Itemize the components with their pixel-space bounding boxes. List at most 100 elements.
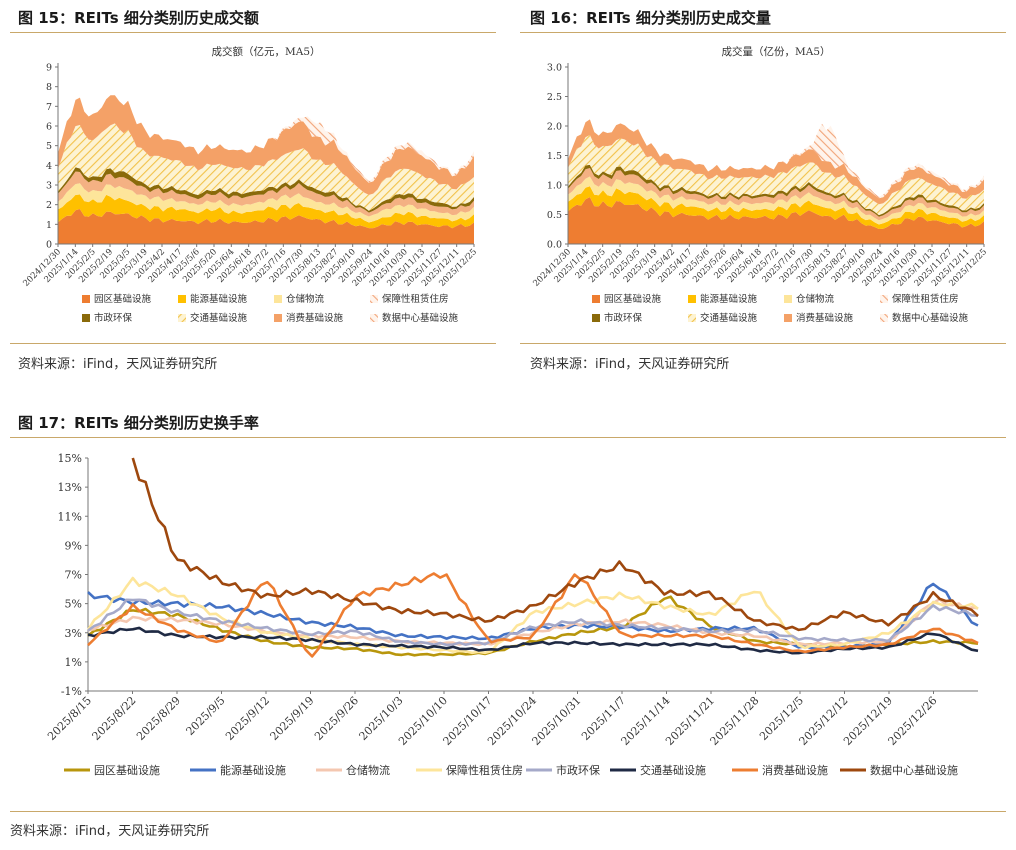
fig15-legend-label-7: 数据中心基础设施 bbox=[382, 312, 459, 324]
fig17-legend-label-3: 保障性租赁住房 bbox=[446, 763, 523, 777]
fig17-legend-label-6: 消费基础设施 bbox=[762, 763, 828, 777]
fig15-legend-label-5: 交通基础设施 bbox=[190, 312, 248, 324]
fig17-ytick-label-2: 3% bbox=[65, 627, 82, 640]
fig16-legend-swatch-4 bbox=[592, 314, 600, 322]
fig16-ytick-label-5: 2.5 bbox=[547, 92, 562, 103]
fig16-area-0 bbox=[568, 197, 984, 244]
fig15-area-6 bbox=[58, 95, 474, 195]
fig17-line-4 bbox=[87, 598, 979, 647]
fig17-bottom-rule bbox=[10, 811, 1006, 812]
fig15-legend-label-1: 能源基础设施 bbox=[190, 293, 248, 305]
fig15-ytick-label-6: 6 bbox=[46, 122, 52, 133]
fig16-top-rule bbox=[520, 32, 1006, 33]
fig15-legend-label-6: 消费基础设施 bbox=[286, 312, 344, 324]
fig17-legend-label-7: 数据中心基础设施 bbox=[870, 763, 958, 777]
fig17-source: 资料来源：iFind，天风证券研究所 bbox=[10, 824, 210, 839]
fig17-ytick-label-7: 13% bbox=[58, 481, 82, 494]
fig15-area-5 bbox=[58, 123, 474, 211]
fig17-xtick-label-1: 2025/8/22 bbox=[90, 694, 139, 743]
fig17-xtick-label-3: 2025/9/5 bbox=[183, 694, 227, 738]
fig17-legend-label-5: 交通基础设施 bbox=[640, 763, 706, 777]
fig17-ytick-label-1: 1% bbox=[65, 656, 82, 669]
fig17-line-5 bbox=[87, 626, 979, 655]
fig16-legend-swatch-2 bbox=[784, 295, 792, 303]
fig15-ytick-label-1: 1 bbox=[46, 220, 52, 231]
fig16-chart: 成交量（亿份，MA5）0.00.51.01.52.02.53.02024/12/… bbox=[531, 45, 989, 324]
fig15-legend-swatch-0 bbox=[82, 295, 90, 303]
fig15-legend-label-2: 仓储物流 bbox=[286, 293, 325, 305]
fig15-legend-swatch-4 bbox=[82, 314, 90, 322]
fig16-legend-label-7: 数据中心基础设施 bbox=[892, 312, 969, 324]
fig15-area-2 bbox=[58, 183, 474, 223]
fig15-ytick-label-4: 4 bbox=[46, 161, 52, 172]
fig16-ytick-label-1: 0.5 bbox=[547, 210, 562, 221]
fig15-legend-swatch-1 bbox=[178, 295, 186, 303]
fig17-ytick-label-5: 9% bbox=[65, 539, 82, 552]
fig17-legend-label-4: 市政环保 bbox=[556, 763, 600, 777]
fig15-legend-label-0: 园区基础设施 bbox=[94, 293, 152, 305]
fig16-legend-label-0: 园区基础设施 bbox=[604, 293, 662, 305]
fig15-legend-swatch-7 bbox=[370, 314, 378, 322]
fig16-legend-label-3: 保障性租赁住房 bbox=[892, 293, 959, 305]
fig16-area-5 bbox=[568, 135, 984, 216]
fig15-area-3 bbox=[58, 171, 474, 217]
fig15-area-0 bbox=[58, 209, 474, 244]
fig17-chart: -1% 1% 3% 5% 7% 9% 11% 13% 15% 2025/8/152025/8/22… bbox=[45, 452, 979, 777]
fig16-legend-label-2: 仓储物流 bbox=[796, 293, 835, 305]
fig15-legend-label-3: 保障性租赁住房 bbox=[382, 293, 449, 305]
fig16-bottom-rule bbox=[520, 343, 1006, 344]
fig16-ytick-label-0: 0.0 bbox=[547, 240, 562, 251]
fig15-area-1 bbox=[58, 194, 474, 229]
fig17-ytick-label-3: 5% bbox=[65, 598, 82, 611]
fig17-line-0 bbox=[87, 595, 979, 657]
fig15-legend-swatch-2 bbox=[274, 295, 282, 303]
fig16-ytick-label-6: 3.0 bbox=[547, 63, 562, 74]
fig16-legend-label-1: 能源基础设施 bbox=[700, 293, 758, 305]
fig15-legend-label-4: 市政环保 bbox=[94, 312, 133, 324]
fig15-ytick-label-0: 0 bbox=[46, 240, 52, 251]
fig16-legend-label-6: 消费基础设施 bbox=[796, 312, 854, 324]
fig17-xtick-label-2: 2025/8/29 bbox=[134, 694, 183, 743]
fig15-legend-swatch-5 bbox=[178, 314, 186, 322]
fig15-title: 成交额（亿元，MA5） bbox=[211, 45, 320, 58]
fig15-chart: 成交额（亿元，MA5）01234567892024/12/302025/1/14… bbox=[21, 45, 479, 324]
fig17-legend-label-2: 仓储物流 bbox=[346, 763, 390, 777]
fig17-title: 图 17：REITs 细分类别历史换手率 bbox=[18, 414, 259, 432]
fig17-ytick-label-0: -1% bbox=[61, 685, 82, 698]
fig17-xtick-label-6: 2025/9/26 bbox=[312, 694, 361, 743]
fig16-legend-swatch-1 bbox=[688, 295, 696, 303]
fig15-source: 资料来源：iFind，天风证券研究所 bbox=[18, 357, 218, 372]
fig16-legend-swatch-0 bbox=[592, 295, 600, 303]
fig16-legend-swatch-7 bbox=[880, 314, 888, 322]
fig16-legend-swatch-6 bbox=[784, 314, 792, 322]
fig17-line-6 bbox=[87, 572, 979, 658]
fig15-ytick-label-5: 5 bbox=[46, 141, 52, 152]
fig15-ytick-label-7: 7 bbox=[46, 102, 52, 113]
fig17-top-rule bbox=[10, 437, 1006, 438]
fig16-source: 资料来源：iFind，天风证券研究所 bbox=[530, 357, 730, 372]
fig17-xtick-label-0: 2025/8/15 bbox=[45, 694, 94, 743]
fig16-title: 成交量（亿份，MA5） bbox=[721, 45, 830, 58]
fig16-title: 图 16：REITs 细分类别历史成交量 bbox=[530, 9, 771, 27]
fig16-ytick-label-3: 1.5 bbox=[547, 151, 562, 162]
fig15-bottom-rule bbox=[10, 343, 496, 344]
fig15-legend-swatch-3 bbox=[370, 295, 378, 303]
fig15-ytick-label-9: 9 bbox=[46, 63, 52, 74]
fig16-legend-label-5: 交通基础设施 bbox=[700, 312, 758, 324]
fig17-legend-label-1: 能源基础设施 bbox=[220, 763, 286, 777]
fig17-legend-label-0: 园区基础设施 bbox=[94, 764, 160, 777]
fig16-ytick-label-4: 2.0 bbox=[547, 122, 562, 133]
fig15-legend-swatch-6 bbox=[274, 314, 282, 322]
fig17-line-7 bbox=[131, 457, 979, 632]
fig16-ytick-label-2: 1.0 bbox=[547, 181, 562, 192]
fig17-xtick-label-4: 2025/9/12 bbox=[223, 694, 272, 743]
fig17-ytick-label-8: 15% bbox=[58, 452, 82, 465]
fig16-legend-swatch-3 bbox=[880, 295, 888, 303]
fig15-ytick-label-2: 2 bbox=[46, 200, 52, 211]
fig15-top-rule bbox=[10, 32, 496, 33]
fig15-area-4 bbox=[58, 167, 474, 213]
fig15-ytick-label-3: 3 bbox=[46, 181, 52, 192]
fig15-ytick-label-8: 8 bbox=[46, 82, 52, 93]
fig16-legend-swatch-5 bbox=[688, 314, 696, 322]
fig15-title: 图 15：REITs 细分类别历史成交额 bbox=[18, 9, 259, 27]
